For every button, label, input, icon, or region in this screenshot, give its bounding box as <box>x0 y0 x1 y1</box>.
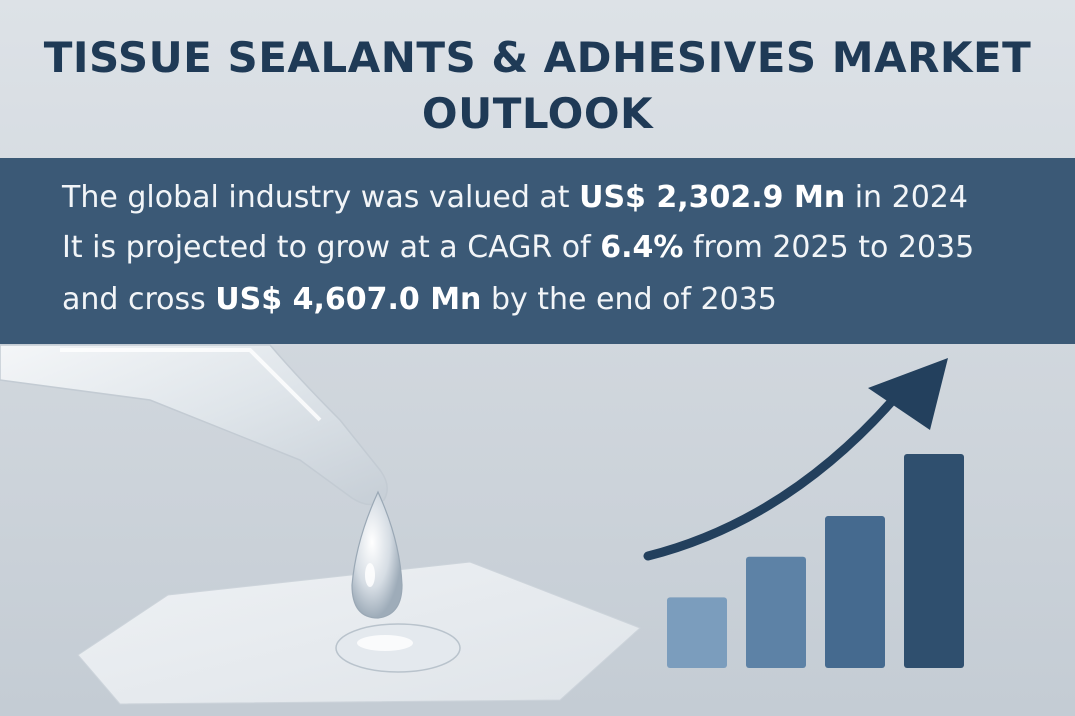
adhesive-puddle-icon <box>335 623 461 673</box>
cagr-value: 6.4% <box>600 230 684 265</box>
growth-bar-chart-icon <box>667 454 964 668</box>
cagr-projection-text: It is projected to grow at a CAGR of 6.4… <box>62 230 974 266</box>
growth-bar-3 <box>825 516 885 668</box>
growth-bar-1 <box>667 597 727 668</box>
market-value-2035: US$ 4,607.0 Mn <box>215 282 482 317</box>
page-title: TISSUE SEALANTS & ADHESIVES MARKET OUTLO… <box>0 30 1075 142</box>
summary-line-3-prefix: and cross <box>62 282 216 317</box>
summary-line-2-suffix: from 2025 to 2035 <box>683 230 975 265</box>
summary-line-1-suffix: in 2024 <box>845 180 968 215</box>
summary-line-3-suffix: by the end of 2035 <box>481 282 777 317</box>
summary-line-2-prefix: It is projected to grow at a CAGR of <box>62 230 601 265</box>
summary-line-1-prefix: The global industry was valued at <box>62 180 580 215</box>
title-line-2: OUTLOOK <box>421 89 654 138</box>
market-value-2035-text: and cross US$ 4,607.0 Mn by the end of 2… <box>62 282 777 318</box>
growth-arrow-icon <box>643 358 948 561</box>
title-line-1: TISSUE SEALANTS & ADHESIVES MARKET <box>43 33 1032 82</box>
market-value-2024: US$ 2,302.9 Mn <box>579 180 846 215</box>
summary-banner <box>0 158 1075 344</box>
market-value-2024-text: The global industry was valued at US$ 2,… <box>62 180 968 216</box>
growth-bar-4 <box>904 454 964 668</box>
dropper-nozzle-icon <box>0 344 388 506</box>
growth-bar-2 <box>746 556 806 668</box>
adhesive-droplet-icon <box>351 490 403 619</box>
